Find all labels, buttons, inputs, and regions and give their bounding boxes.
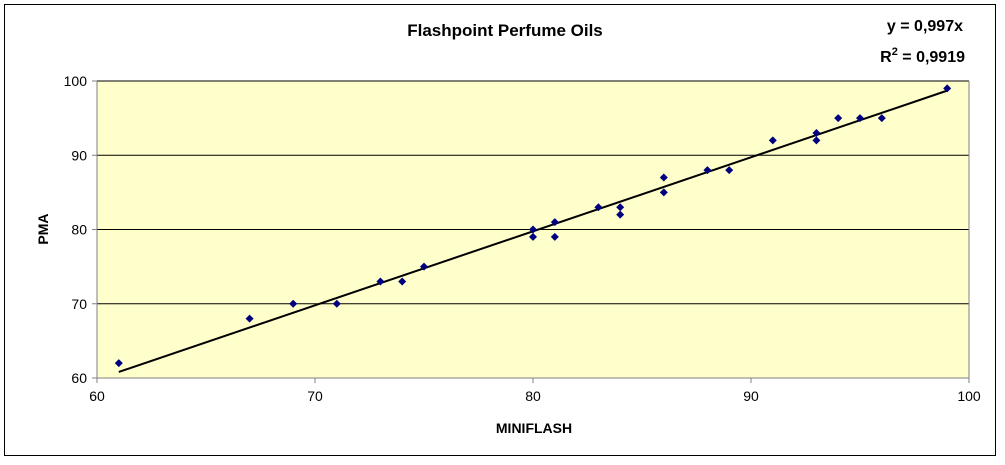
data-point	[550, 218, 559, 227]
y-tick-label: 80	[71, 222, 87, 238]
data-point	[550, 232, 559, 241]
x-tick-label: 100	[957, 388, 981, 404]
data-point	[616, 203, 625, 212]
x-tick-label: 80	[525, 388, 541, 404]
x-tick-label: 90	[743, 388, 759, 404]
r-squared-superscript: 2	[892, 46, 898, 58]
data-point	[398, 277, 407, 286]
data-points	[114, 84, 952, 368]
y-tick-label: 90	[71, 147, 87, 163]
data-point	[289, 299, 298, 308]
data-point	[812, 128, 821, 137]
r-squared-symbol: R	[880, 49, 892, 66]
r-squared-value: = 0,9919	[898, 49, 965, 66]
data-point	[529, 225, 537, 234]
data-point	[332, 299, 341, 308]
data-point	[703, 166, 712, 175]
x-axis-label: MINIFLASH	[496, 420, 572, 436]
data-point	[659, 173, 668, 182]
tick-labels: 60 70 80 90 100 60 70 80 90 100	[64, 73, 981, 404]
r-squared-label: R2 = 0,9919	[880, 46, 965, 66]
data-point	[943, 84, 952, 93]
data-point	[856, 114, 864, 123]
axes	[92, 80, 970, 383]
data-point	[420, 262, 428, 271]
data-point	[659, 188, 668, 197]
data-point	[114, 359, 123, 368]
data-point	[594, 203, 603, 212]
x-tick-label: 70	[307, 388, 323, 404]
data-point	[877, 114, 886, 123]
x-tick-label: 60	[89, 388, 105, 404]
data-point	[616, 210, 625, 219]
y-tick-label: 70	[71, 296, 87, 312]
data-point	[245, 314, 254, 323]
y-tick-label: 100	[64, 73, 88, 89]
regression-equation: y = 0,997x	[887, 18, 963, 35]
data-point	[834, 114, 843, 123]
data-point	[725, 166, 734, 175]
data-point	[529, 232, 537, 241]
data-point	[376, 277, 385, 286]
data-point	[768, 136, 777, 145]
y-tick-label: 60	[71, 370, 87, 386]
chart-title: Flashpoint Perfume Oils	[407, 21, 603, 40]
data-point	[812, 136, 821, 145]
y-axis-label: PMA	[35, 213, 51, 244]
